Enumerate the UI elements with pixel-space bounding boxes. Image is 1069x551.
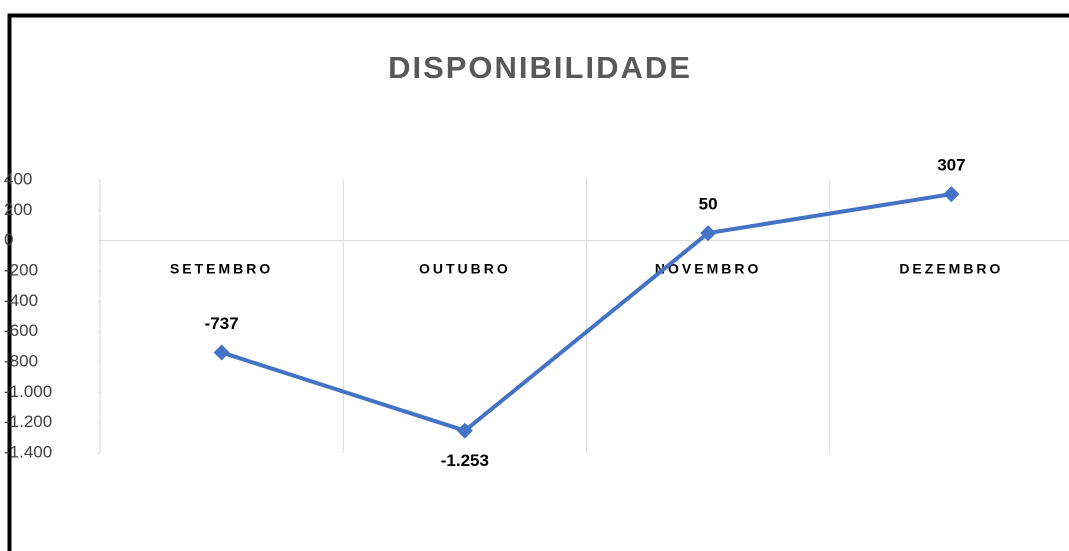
- marker: [213, 344, 230, 361]
- chart-border: [7, 13, 1069, 551]
- y-tick-label: -400: [4, 291, 38, 310]
- x-tick-label: OUTUBRO: [419, 260, 511, 276]
- data-label: 307: [937, 156, 965, 175]
- y-tick-label: -1.000: [4, 382, 52, 401]
- y-tick-label: -800: [4, 351, 38, 370]
- x-tick-label: DEZEMBRO: [899, 260, 1003, 276]
- data-label: -737: [205, 314, 239, 333]
- line: [221, 192, 952, 433]
- marker: [456, 422, 473, 439]
- chart-title: DISPONIBILIDADE: [388, 50, 692, 85]
- data-label: -1.253: [441, 451, 489, 470]
- y-tick-label: -200: [4, 260, 38, 279]
- data-label: 50: [699, 195, 718, 214]
- y-tick-label: 400: [4, 169, 32, 188]
- marker: [943, 186, 960, 203]
- y-tick-label: -1.200: [4, 412, 52, 431]
- y-tick-label: -600: [4, 321, 38, 340]
- x-tick-label: NOVEMBRO: [655, 260, 761, 276]
- y-tick-label: 200: [4, 200, 32, 219]
- y-tick-label: -1.400: [4, 442, 52, 461]
- x-tick-label: SETEMBRO: [170, 260, 273, 276]
- y-tick-label: 0: [4, 230, 13, 249]
- marker: [700, 225, 717, 242]
